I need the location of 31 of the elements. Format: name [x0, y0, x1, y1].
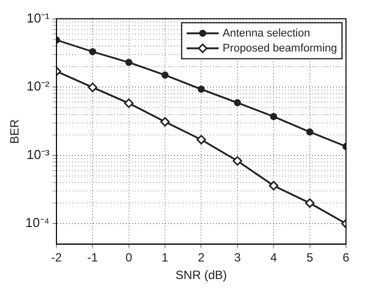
point [306, 128, 314, 136]
y-axis-title: BER [8, 118, 22, 144]
point [160, 117, 170, 127]
x-tick-label: -1 [87, 250, 98, 265]
x-tick-label: 0 [125, 250, 132, 265]
x-tick-label: 5 [306, 250, 314, 265]
y-tick-label: 10⁻⁴ [25, 215, 50, 230]
x-tick-label: 3 [234, 250, 242, 265]
point [268, 180, 278, 190]
point [305, 198, 315, 208]
point [88, 82, 98, 92]
point [270, 113, 278, 120]
x-tick-label: 4 [270, 250, 278, 265]
y-tick-label: 10⁻¹ [26, 10, 50, 26]
point [124, 98, 134, 108]
x-tick-label: 1 [162, 250, 169, 265]
y-tick-label: 10⁻² [26, 78, 50, 94]
point [89, 48, 96, 56]
point [232, 156, 242, 166]
legend-label: Antenna selection [222, 27, 310, 40]
point [161, 72, 169, 79]
point [196, 134, 206, 144]
x-tick-label: 2 [198, 250, 205, 265]
point [234, 99, 241, 106]
legend-label: Proposed beamforming [222, 42, 338, 54]
point [198, 86, 205, 93]
x-axis-title: SNR (dB) [176, 268, 227, 282]
x-tick-label: -2 [51, 250, 62, 265]
point [125, 58, 132, 66]
y-tick-label: 10⁻³ [26, 146, 50, 162]
x-tick-label: 6 [342, 250, 350, 265]
